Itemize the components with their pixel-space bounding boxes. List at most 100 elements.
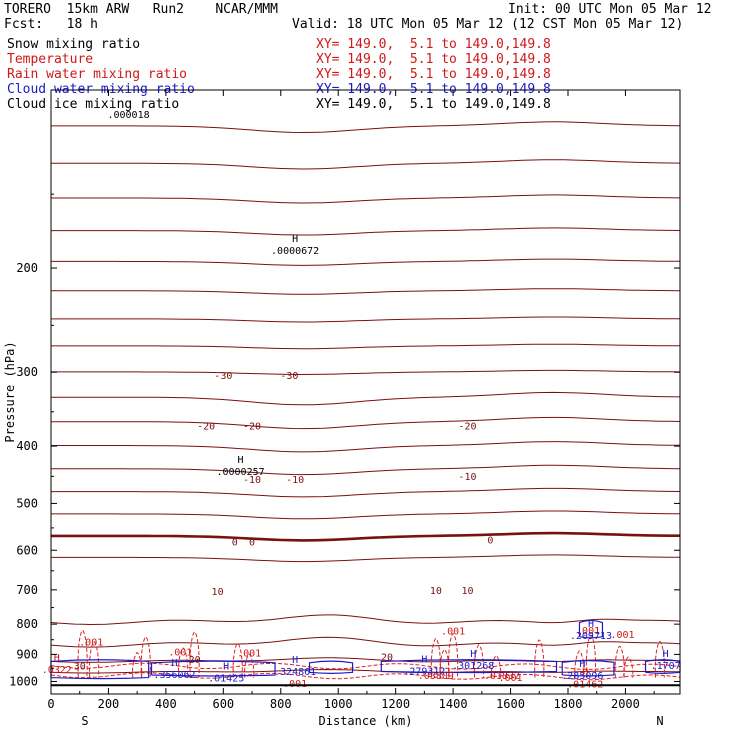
- isotherm-line: [51, 531, 680, 542]
- x-axis-label: Distance (km): [319, 714, 413, 728]
- y-tick-label: 700: [16, 583, 38, 597]
- x-tick-label: 400: [155, 697, 177, 711]
- rain-contour-band: [50, 672, 681, 681]
- isotherm-line: [51, 416, 681, 430]
- rain-label: .001: [498, 673, 522, 684]
- extremum-mark: H: [663, 649, 669, 660]
- y-tick-label: 300: [16, 365, 38, 379]
- isotherm-line: [51, 258, 680, 266]
- x-tick-label: 1800: [554, 697, 583, 711]
- cloud-water-contour: [50, 659, 150, 680]
- valid-time: Valid: 18 UTC Mon 05 Mar 12 (12 CST Mon …: [292, 17, 684, 32]
- rain-contour: [491, 655, 502, 678]
- model-title: TORERO 15km ARW Run2 NCAR/MMM: [4, 2, 278, 17]
- extremum-value: .0000672: [271, 246, 319, 257]
- x-tick-label: 2000: [611, 697, 640, 711]
- isotherm-line: [51, 227, 681, 236]
- x-tick-label: 200: [98, 697, 120, 711]
- extremum-mark: H: [292, 234, 298, 245]
- y-tick-label: 500: [16, 496, 38, 510]
- isotherm-label: 0: [249, 538, 255, 549]
- x-tick-label: 1000: [324, 697, 353, 711]
- isotherm-label: 10: [212, 587, 224, 598]
- extremum-value: .301268: [452, 661, 494, 672]
- rain-contour: [614, 645, 625, 678]
- legend-rain-xy: XY= 149.0, 5.1 to 149.0,149.8: [316, 67, 551, 82]
- isotherm-line: [51, 554, 681, 563]
- legend-cloud-ice-xy: XY= 149.0, 5.1 to 149.0,149.8: [316, 97, 551, 112]
- rain-label: .001: [237, 648, 261, 659]
- isotherm-label: 10: [461, 586, 473, 597]
- isotherm-line: [51, 510, 681, 520]
- isotherm-label: -10: [243, 475, 261, 486]
- rain-contour: [189, 631, 200, 678]
- extremum-value: .0000257: [216, 467, 264, 478]
- isotherm-line: [51, 288, 681, 295]
- extremum-mark: H: [292, 655, 298, 666]
- plot-frame: [50, 89, 681, 695]
- rain-label: .001: [168, 648, 192, 659]
- isotherm-line: [51, 369, 681, 376]
- x-tick-label: 800: [270, 697, 292, 711]
- isotherm-line: [51, 343, 681, 350]
- isotherm-line: [51, 194, 681, 204]
- isotherm-line: [51, 316, 681, 323]
- y-tick-label: 800: [16, 617, 38, 631]
- rain-contour: [534, 639, 545, 678]
- isotherm-label: -30: [280, 371, 298, 382]
- extremum-value: .279312: [403, 666, 445, 677]
- cloud-water-contour: [380, 659, 558, 674]
- rain-contour-band: [50, 662, 681, 670]
- rain-contour: [430, 638, 441, 678]
- isotherm-label: 10: [430, 586, 442, 597]
- extremum-mark: H: [588, 619, 594, 630]
- extremum-value: .01832: [484, 671, 520, 682]
- x-axis-north-label: N: [656, 714, 663, 728]
- extremum-value: .324861: [274, 667, 316, 678]
- extremum-mark: H: [54, 653, 60, 664]
- cloud-water-contour: [561, 660, 615, 677]
- isotherm-label: 0: [487, 535, 493, 546]
- legend-temperature-name: Temperature: [7, 52, 94, 67]
- extremum-value: .0322: [42, 665, 72, 676]
- isotherm-line: [51, 159, 681, 170]
- y-tick-label: 900: [16, 647, 38, 661]
- isotherm-label: -20: [243, 421, 261, 432]
- extremum-mark: H: [171, 658, 177, 669]
- legend-snow-name: Snow mixing ratio: [7, 37, 141, 52]
- rain-contour: [623, 656, 634, 678]
- extremum-value: .03809: [418, 671, 454, 682]
- y-tick-label: 400: [16, 439, 38, 453]
- isotherm-label: -20: [458, 421, 476, 432]
- x-tick-label: 600: [212, 697, 234, 711]
- extremum-value: .209713: [570, 631, 612, 642]
- rain-contour: [585, 634, 597, 678]
- cloud-water-contour: [150, 660, 276, 677]
- extremum-mark: H: [238, 455, 244, 466]
- rain-contour: [244, 653, 255, 678]
- rain-contour: [574, 650, 585, 678]
- cloud-water-contour: [308, 660, 354, 674]
- y-tick-label: 200: [16, 261, 38, 275]
- legend-rain-name: Rain water mixing ratio: [7, 67, 188, 82]
- isotherm-label: -20: [197, 421, 215, 432]
- isotherm-label: 20: [381, 653, 393, 664]
- isotherm-line: [51, 464, 681, 476]
- isotherm-label: 0: [232, 538, 238, 549]
- rain-water-contours: [50, 629, 681, 681]
- legend-temperature-xy: XY= 149.0, 5.1 to 149.0,149.8: [316, 52, 551, 67]
- isotherm-line-lower: [50, 614, 681, 626]
- extremum-value: .1707: [651, 661, 681, 672]
- legend-snow-xy: XY= 149.0, 5.1 to 149.0,149.8: [316, 37, 551, 52]
- init-time: Init: 00 UTC Mon 05 Mar 12: [508, 2, 712, 17]
- extremum-mark: H: [421, 654, 427, 665]
- y-axis-label: Pressure (hPa): [3, 341, 17, 442]
- extremum-value: .356062: [153, 670, 195, 681]
- isotherm-label: -30: [214, 371, 232, 382]
- extremum-value: .285096: [561, 671, 603, 682]
- isotherm-label: 20: [189, 655, 201, 666]
- rain-contour: [473, 644, 485, 678]
- extremum-value: .01425: [208, 673, 244, 684]
- rain-label: .001: [576, 626, 600, 637]
